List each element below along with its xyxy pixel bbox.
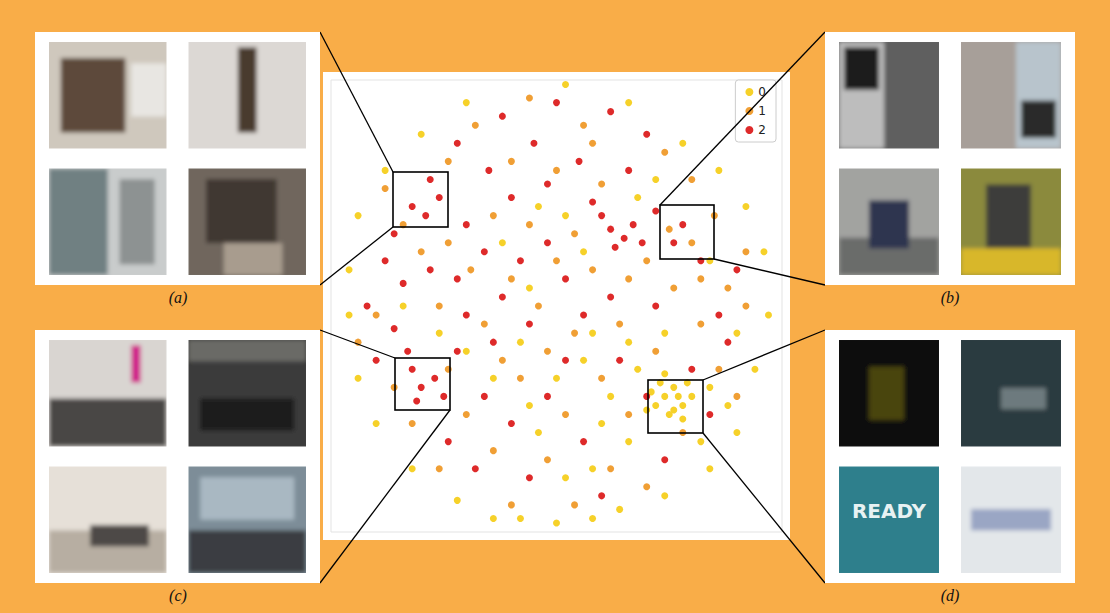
svg-text:(c): (c) (169, 587, 187, 605)
svg-text:2: 2 (758, 123, 766, 137)
svg-text:(d): (d) (941, 587, 960, 605)
svg-text:READY: READY (852, 499, 927, 523)
svg-text:0: 0 (758, 85, 766, 99)
svg-text:1: 1 (758, 104, 766, 118)
svg-text:(a): (a) (169, 289, 188, 307)
svg-text:(b): (b) (941, 289, 960, 307)
